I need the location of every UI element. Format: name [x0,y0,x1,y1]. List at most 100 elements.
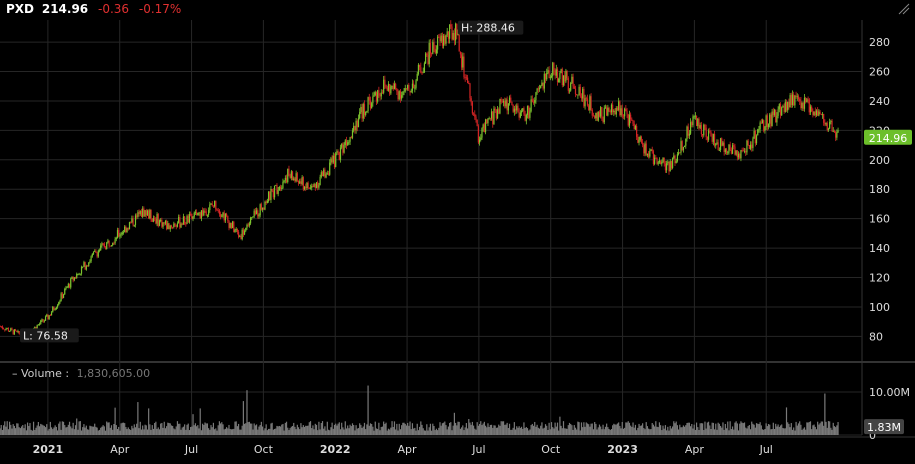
candle [709,127,711,134]
candle [529,107,531,121]
volume-bar [471,421,473,435]
candle [194,209,197,216]
volume-bar [709,425,711,435]
candle [79,273,81,276]
volume-bar [699,423,701,435]
candle [607,104,609,117]
candle [654,154,656,166]
candle [555,64,557,79]
volume-bar [802,428,804,435]
candle [11,327,13,330]
volume-bar [337,423,339,435]
candle [802,101,804,112]
volume-bar [176,421,179,435]
candle [791,90,794,108]
candle [701,134,704,139]
candle [482,123,484,132]
volume-bar [730,429,732,435]
candle [433,38,435,53]
volume-bar [19,428,21,435]
candle [74,276,77,279]
candle [588,103,590,111]
volume-bar [464,427,466,435]
candle [231,220,234,229]
volume-bar [2,425,5,435]
candle [686,125,688,142]
candle [331,155,333,165]
volume-bar [724,423,726,435]
candle [325,172,327,179]
volume-bar [218,421,221,435]
candle [110,245,113,247]
volume-bar [835,427,837,435]
candle [113,241,115,245]
candle [419,64,421,71]
volume-bar [791,429,794,435]
volume-bar [568,422,571,435]
candle [463,52,465,80]
candle [710,130,712,137]
candle [2,327,5,330]
candle [395,82,397,91]
candle [295,170,297,183]
candle [660,160,662,165]
candle [737,151,740,160]
volume-bar [456,425,458,435]
volume-bar [110,425,113,435]
volume-bar [243,423,246,435]
candle [668,161,670,175]
volume-bar [144,424,146,435]
volume-bar [399,429,402,435]
volume-bar [619,425,621,435]
candle [321,170,324,177]
candle [402,91,404,98]
candle [59,299,61,304]
volume-bar [236,426,238,435]
collapse-icon[interactable]: – [12,367,18,380]
candle [649,148,651,159]
volume-bar [26,422,29,435]
volume-bar [148,408,150,435]
volume-bar [109,427,111,435]
candle [211,201,213,207]
volume-bar [46,424,48,435]
volume-bar [516,426,518,435]
volume-bar [733,429,735,435]
volume-bar [506,422,508,435]
candle [631,117,633,121]
candle [613,109,615,117]
volume-bar [761,429,764,435]
resize-corner-icon[interactable] [897,2,911,16]
candle [657,160,659,166]
volume-bar [524,427,526,435]
volume-bar [390,427,392,435]
volume-bar [685,425,687,435]
candle [439,33,441,47]
candle [730,147,732,155]
candle [721,137,723,147]
volume-bar [837,422,839,435]
volume-bar [592,429,595,435]
candle [552,61,554,81]
volume-bar [332,428,334,435]
candle [375,91,378,106]
volume-bar [514,429,517,435]
candle [790,92,792,108]
candle [466,74,469,84]
volume-bar [801,429,803,435]
volume-bar [656,426,658,435]
candle [106,241,108,250]
volume-bar [579,430,581,435]
volume-bar [41,424,43,435]
candle [519,110,521,119]
volume-bar [125,427,127,435]
volume-bar [423,430,426,435]
volume-bar [356,428,358,435]
candle [547,66,549,75]
candle [434,45,436,55]
volume-bar [209,429,211,435]
candle [78,272,80,276]
candle [48,315,50,320]
candle [592,112,595,117]
